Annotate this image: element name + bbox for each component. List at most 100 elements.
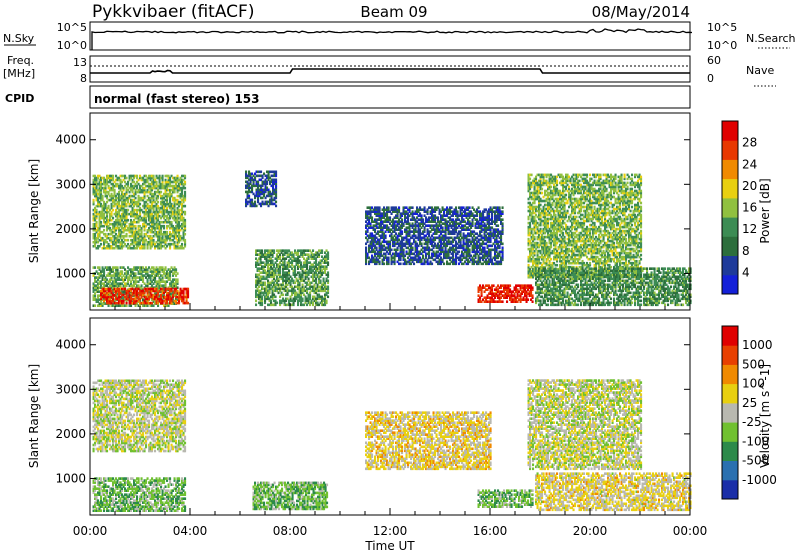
power-cell (133, 174, 136, 178)
power-cell (178, 186, 181, 190)
power-cell (118, 202, 121, 206)
power-cell (95, 210, 98, 214)
power-cell (164, 242, 167, 246)
power-cell (184, 194, 187, 198)
power-cell (112, 284, 115, 287)
power-cell (251, 198, 254, 202)
power-cell (122, 290, 125, 293)
power-cell (109, 272, 112, 275)
power-cell (95, 188, 98, 192)
power-cell (100, 204, 103, 208)
power-cell (131, 238, 134, 242)
power-cell (282, 293, 285, 297)
power-cell (458, 250, 461, 254)
power-cell (125, 304, 128, 307)
power-cell (139, 224, 142, 228)
power-cell (176, 278, 179, 281)
power-cell (107, 206, 110, 210)
power-cell (107, 220, 110, 224)
power-cell (140, 238, 143, 242)
power-cell (167, 242, 170, 246)
power-cell (169, 188, 172, 192)
power-cell (128, 178, 131, 182)
power-cell (154, 226, 157, 230)
power-cell (161, 182, 164, 186)
power-cell (110, 212, 113, 216)
power-cell (112, 176, 115, 180)
power-cell (142, 176, 145, 180)
power-cell (121, 214, 124, 218)
power-cell (127, 198, 130, 202)
power-cell (130, 184, 133, 188)
power-cell (107, 190, 110, 194)
power-cell (92, 212, 95, 216)
power-cell (118, 190, 121, 194)
power-cell (98, 230, 101, 234)
power-cell (175, 184, 178, 188)
power-cell (97, 246, 100, 250)
power-cell (112, 288, 115, 291)
power-cell (271, 259, 274, 262)
power-cell (149, 238, 152, 242)
power-cell (100, 186, 103, 190)
freq-left-tick-top: 13 (73, 56, 87, 69)
power-cell (133, 218, 136, 222)
power-cell (94, 292, 97, 295)
power-cell (181, 194, 184, 198)
power-cell (140, 198, 143, 202)
power-cell (103, 228, 106, 232)
power-cell (181, 244, 184, 248)
power-cell (112, 196, 115, 200)
power-cell (107, 282, 110, 285)
power-cell (136, 246, 139, 250)
power-cell (95, 178, 98, 182)
power-cell (134, 278, 137, 281)
power-cell (172, 234, 175, 238)
power-cell (104, 302, 107, 305)
power-cell (104, 186, 107, 190)
power-cell (92, 188, 95, 192)
power-cell (100, 198, 103, 202)
power-cell (119, 224, 122, 228)
power-cell (121, 278, 124, 281)
power-cell (176, 180, 179, 184)
power-cell (115, 202, 118, 206)
power-cell (152, 208, 155, 212)
power-cell (450, 206, 453, 209)
power-cell (179, 216, 182, 220)
power-cell (133, 180, 136, 184)
power-cell (173, 198, 176, 202)
power-cell (94, 284, 97, 287)
power-cell (125, 190, 128, 194)
power-cell (169, 272, 172, 275)
power-cell (170, 194, 173, 198)
power-cell (125, 214, 128, 218)
power-cell (163, 240, 166, 244)
power-cell (145, 204, 148, 208)
power-cell (152, 270, 155, 273)
power-cell (158, 222, 161, 226)
power-cell (431, 262, 434, 266)
power-cell (142, 298, 145, 301)
power-cell (146, 210, 149, 214)
power-cell (137, 284, 140, 287)
power-cell (161, 276, 164, 279)
power-cell (122, 234, 125, 238)
power-cell (100, 236, 103, 240)
power-cell (179, 218, 182, 222)
power-cell (166, 236, 169, 240)
power-cell (182, 216, 185, 220)
power-cell (113, 272, 116, 275)
power-cell (166, 180, 169, 184)
power-cell (181, 216, 184, 220)
power-cell (134, 224, 137, 228)
power-cell (137, 194, 140, 198)
power-cell (164, 272, 167, 275)
power-cell (178, 240, 181, 244)
power-cell (122, 280, 125, 283)
power-cell (124, 284, 127, 287)
power-cell (167, 178, 170, 182)
power-cell (110, 236, 113, 240)
power-cell (116, 240, 119, 244)
power-cell (161, 198, 164, 202)
